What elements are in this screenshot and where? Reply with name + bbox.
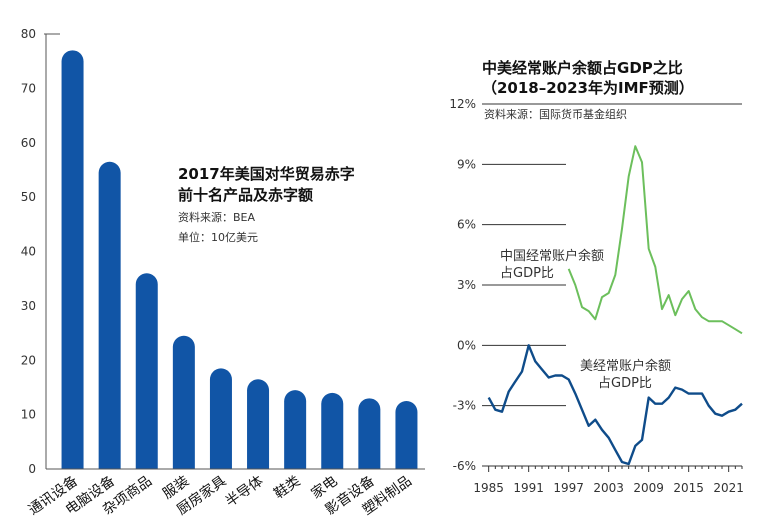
line-y-tick-label: 12% xyxy=(449,97,476,111)
bar-y-tick-label: 20 xyxy=(21,353,36,367)
line-y-tick-label: 3% xyxy=(457,278,476,292)
bar-3 xyxy=(135,273,158,469)
us-series-label-line-2: 占GDP比 xyxy=(598,376,652,391)
line-x-tick-label: 2003 xyxy=(593,481,624,495)
us-current-account-line xyxy=(487,344,743,466)
line-chart-layer: 12% 9% 6% 3% 0% -3% -6% 1985 1991 1997 2003 2009 201… xyxy=(449,97,744,495)
china-current-account-line xyxy=(567,145,743,335)
line-y-tick-label: 9% xyxy=(457,157,476,171)
bar-y-tick-label: 50 xyxy=(21,190,36,204)
china-series-label-line-1: 中国经常账户余额 xyxy=(500,248,604,264)
line-y-tick-label: 0% xyxy=(457,338,476,352)
bar-4 xyxy=(172,335,195,469)
bar-5 xyxy=(209,368,232,469)
line-x-tick-label: 2009 xyxy=(633,481,664,495)
bar-10 xyxy=(395,401,418,469)
bar-1 xyxy=(61,50,84,470)
bar-2 xyxy=(98,161,121,469)
line-chart-title-line-2: （2018–2023年为IMF预测） xyxy=(482,79,694,97)
bar-y-tick-label: 10 xyxy=(21,408,36,422)
bar-chart-title-line-1: 2017年美国对华贸易赤字 xyxy=(178,165,355,183)
line-x-tick-label: 1991 xyxy=(513,481,544,495)
bar-y-tick-label: 40 xyxy=(21,245,36,259)
bar-7 xyxy=(284,390,307,469)
line-y-tick-label: -3% xyxy=(453,399,476,413)
bar-chart-title-line-2: 前十名产品及赤字额 xyxy=(178,186,313,204)
line-y-tick-label: -6% xyxy=(453,459,476,473)
bar-y-tick-label: 30 xyxy=(21,299,36,313)
line-y-tick-label: 6% xyxy=(457,218,476,232)
china-series-label-line-2: 占GDP比 xyxy=(500,266,554,281)
bar-9 xyxy=(358,398,381,469)
bar-8 xyxy=(321,392,344,469)
bar-y-tick-label: 0 xyxy=(28,462,36,476)
bar-6 xyxy=(247,379,270,469)
us-series-label-line-1: 美经常账户余额 xyxy=(580,358,671,374)
line-x-tick-label: 1997 xyxy=(553,481,584,495)
line-chart-title-line-1: 中美经常账户余额占GDP之比 xyxy=(482,59,683,77)
line-x-tick-label: 1985 xyxy=(473,481,504,495)
line-x-tick-label: 2021 xyxy=(713,481,744,495)
bar-y-tick-label: 80 xyxy=(21,27,36,41)
bar-y-tick-label: 60 xyxy=(21,136,36,150)
line-chart-source: 资料来源：国际货币基金组织 xyxy=(484,107,627,121)
bar-y-tick-label: 70 xyxy=(21,81,36,95)
bar-chart-source: 资料来源：BEA xyxy=(178,210,255,224)
line-x-tick-label: 2015 xyxy=(673,481,704,495)
bar-category-label: 鞋类 xyxy=(271,473,303,502)
bar-category-label: 半导体 xyxy=(223,473,267,510)
bar-chart-unit: 单位：10亿美元 xyxy=(178,230,258,244)
